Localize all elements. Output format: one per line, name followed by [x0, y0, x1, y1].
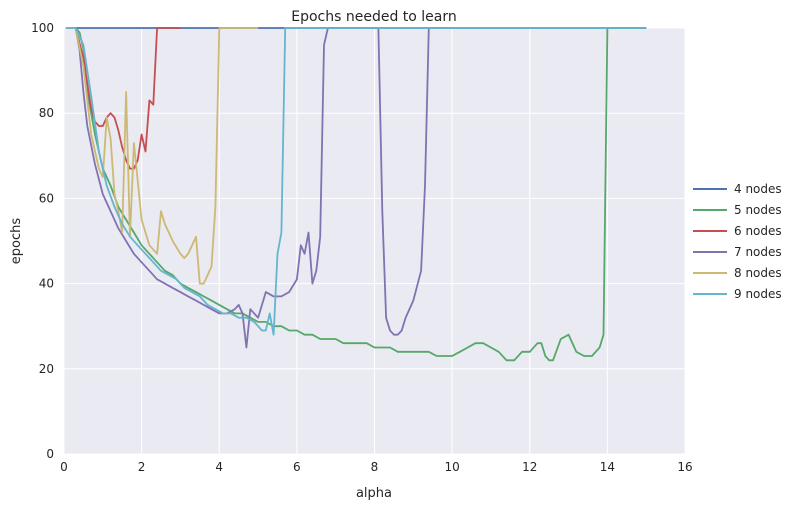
series-line-5 — [65, 27, 259, 285]
x-tick-label: 0 — [60, 460, 68, 474]
series-line-2 — [65, 27, 647, 362]
legend-label: 7 nodes — [734, 245, 782, 259]
chart-title: Epochs needed to learn — [291, 9, 457, 25]
series-layer — [65, 27, 647, 362]
legend: 4 nodes 5 nodes 6 nodes 7 nodes 8 nodes 9 nod… — [693, 182, 782, 301]
x-tick-label: 16 — [677, 460, 692, 474]
x-tick-label: 14 — [600, 460, 615, 474]
x-tick-label: 8 — [371, 460, 379, 474]
y-tick-labels: 0 20 40 60 80 100 — [31, 21, 54, 461]
legend-label: 5 nodes — [734, 203, 782, 217]
series-line-4 — [65, 27, 453, 349]
legend-label: 8 nodes — [734, 266, 782, 280]
legend-label: 9 nodes — [734, 287, 782, 301]
y-axis-label: epochs — [9, 218, 24, 265]
y-tick-label: 20 — [39, 362, 54, 376]
series-line-6 — [65, 27, 647, 336]
x-tick-labels: 0 2 4 6 8 10 12 14 16 — [60, 460, 692, 474]
y-tick-label: 40 — [39, 277, 54, 291]
x-tick-label: 10 — [444, 460, 459, 474]
x-tick-label: 12 — [522, 460, 537, 474]
y-tick-label: 60 — [39, 191, 54, 205]
legend-label: 6 nodes — [734, 224, 782, 238]
x-tick-label: 4 — [215, 460, 223, 474]
y-tick-label: 80 — [39, 106, 54, 120]
x-tick-label: 6 — [293, 460, 301, 474]
y-tick-label: 100 — [31, 21, 54, 35]
legend-label: 4 nodes — [734, 182, 782, 196]
x-axis-label: alpha — [356, 486, 392, 501]
x-tick-label: 2 — [138, 460, 146, 474]
y-tick-label: 0 — [46, 447, 54, 461]
